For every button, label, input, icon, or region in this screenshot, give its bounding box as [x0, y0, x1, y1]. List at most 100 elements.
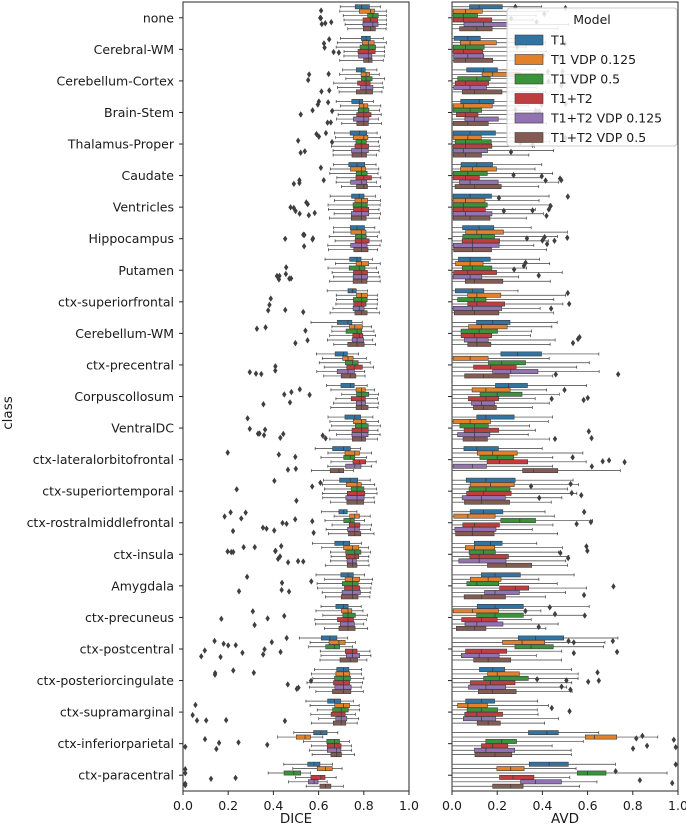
box-putamen-series-0 [324, 256, 373, 262]
box-iqr [518, 635, 564, 641]
outlier-marker [521, 262, 527, 270]
box-iqr [345, 360, 359, 366]
outlier-marker [511, 171, 516, 179]
box-corpuscollosum-series-4 [451, 400, 550, 406]
box-iqr [344, 648, 358, 654]
outlier-marker [544, 240, 550, 248]
box-ctx-inferiorparietal-series-5 [311, 752, 356, 758]
outlier-marker [298, 149, 303, 156]
legend-item: T1+T2 [514, 91, 593, 106]
box-putamen-series-1 [451, 261, 551, 267]
outlier-marker [565, 289, 570, 297]
outlier-marker [630, 745, 636, 752]
outlier-marker [326, 70, 331, 78]
box-iqr [452, 44, 485, 50]
outlier-marker [280, 519, 285, 527]
box-iqr [473, 364, 517, 370]
y-tick-label: ctx-precuneus [85, 610, 174, 625]
box-brain-stem-series-0 [335, 99, 374, 104]
outlier-marker [557, 175, 563, 182]
box-ctx-rostralmiddlefrontal-series-0 [451, 509, 546, 515]
box-amygdala-series-2 [316, 581, 373, 587]
box-ctx-precuneus-series-1 [315, 608, 364, 614]
box-iqr [522, 468, 559, 474]
outlier-marker [294, 497, 299, 504]
box-iqr [350, 486, 365, 492]
outlier-marker [247, 425, 252, 433]
box-iqr [502, 639, 546, 645]
outlier-marker [614, 648, 620, 656]
outlier-marker [558, 549, 563, 557]
outlier-marker [257, 430, 262, 437]
box-iqr [463, 716, 497, 722]
box-ctx-paracentral-series-4 [288, 779, 328, 785]
box-iqr [337, 617, 354, 623]
box-hippocampus-series-2 [451, 234, 558, 239]
box-iqr [346, 562, 358, 568]
outlier-marker [564, 677, 569, 684]
outlier-marker [225, 548, 230, 555]
outlier-marker [565, 234, 570, 241]
box-iqr [452, 198, 486, 203]
box-putamen-series-1 [335, 261, 381, 267]
box-iqr [452, 143, 493, 149]
box-iqr [452, 463, 487, 469]
box-ctx-superiorfrontal-series-4 [332, 306, 378, 311]
box-iqr [353, 270, 368, 275]
y-tick-label: ctx-posteriorcingulate [37, 673, 175, 688]
outlier-marker [536, 623, 541, 631]
box-iqr [452, 103, 493, 109]
box-iqr [352, 274, 368, 280]
outlier-marker [260, 524, 266, 531]
box-ctx-precuneus-series-2 [322, 612, 368, 618]
box-iqr [363, 26, 376, 32]
outlier-marker [279, 579, 285, 587]
box-hippocampus-series-0 [451, 225, 532, 231]
x-tick-label: 0.8 [354, 798, 374, 813]
box-iqr [464, 621, 504, 627]
outlier-marker [325, 119, 330, 126]
box-ctx-paracentral-series-4 [451, 779, 598, 785]
outlier-marker [283, 264, 289, 271]
box-cerebral-wm-series-2 [335, 44, 386, 50]
outlier-marker [581, 591, 587, 599]
box-ctx-posteriorcingulate-series-5 [315, 689, 364, 694]
box-cerebellum-wm-series-5 [333, 341, 377, 347]
y-tick-label: Caudate [122, 168, 175, 183]
x-tick-label: 0.4 [532, 798, 552, 813]
box-ventraldc-series-4 [336, 432, 381, 438]
outlier-marker [236, 588, 242, 595]
box-ctx-lateralorbitofrontal-series-4 [451, 463, 553, 469]
box-ctx-superiortemporal-series-4 [451, 495, 563, 501]
box-iqr [356, 391, 370, 397]
x-tick-label: 1.0 [399, 798, 419, 813]
outlier-marker [301, 558, 306, 565]
box-iqr [454, 139, 492, 145]
outlier-marker [279, 542, 284, 550]
outlier-marker [221, 640, 226, 647]
outlier-marker [230, 527, 236, 535]
outlier-marker [595, 669, 600, 676]
box-iqr [474, 752, 513, 758]
legend-label: T1 VDP 0.5 [550, 72, 620, 87]
y-tick-label: Cerebral-WM [94, 42, 174, 57]
box-iqr [355, 405, 369, 410]
outlier-marker [284, 634, 289, 642]
box-iqr [452, 170, 488, 176]
box-iqr [345, 328, 363, 334]
box-iqr [463, 337, 489, 343]
box-iqr [464, 373, 510, 379]
box-iqr [332, 689, 352, 694]
box-ctx-lateralorbitofrontal-series-4 [327, 463, 373, 469]
box-iqr [458, 256, 491, 262]
outlier-marker [566, 637, 571, 645]
outlier-marker [571, 649, 577, 657]
outlier-marker [326, 36, 332, 43]
outlier-marker [542, 233, 547, 241]
outlier-marker [537, 494, 542, 502]
box-ventraldc-series-0 [327, 414, 374, 420]
box-thalamus-proper-series-5 [451, 152, 530, 158]
outlier-marker [569, 489, 574, 497]
outlier-marker [263, 324, 268, 331]
box-iqr [349, 324, 363, 330]
